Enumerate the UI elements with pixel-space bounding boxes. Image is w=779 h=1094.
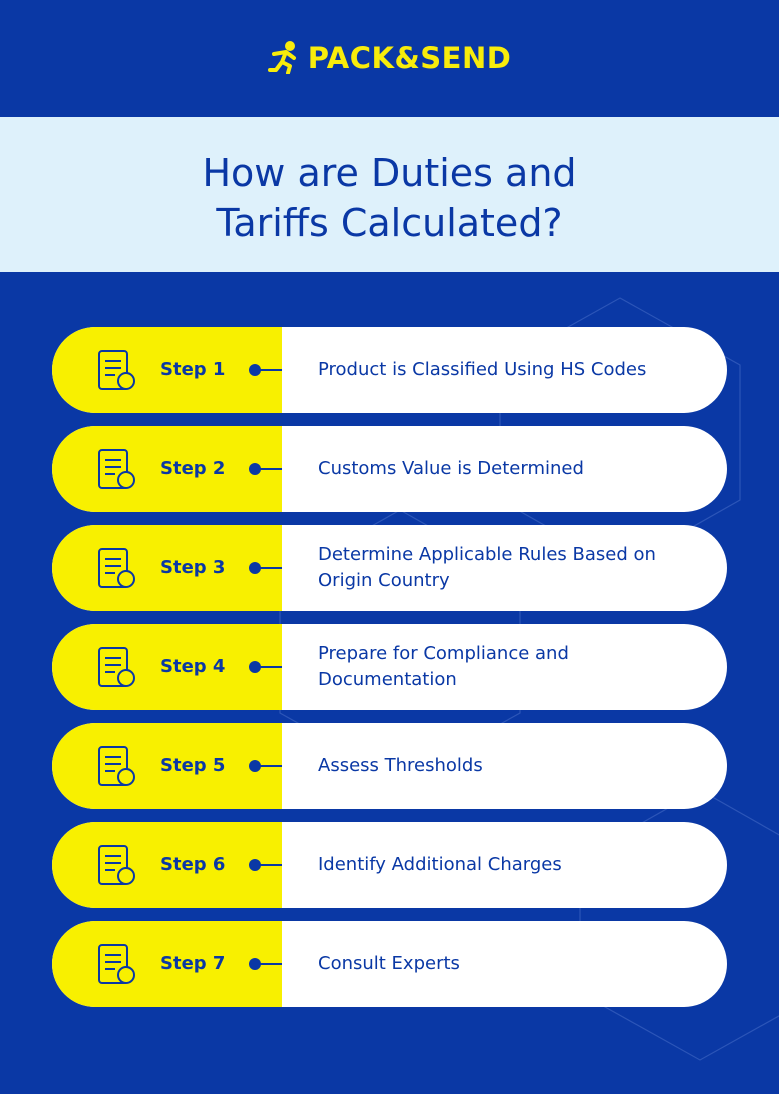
title-band [0, 117, 779, 272]
step-card: Step 1 Product is Classified Using HS Cod… [52, 327, 727, 413]
step-icon [98, 845, 135, 885]
step-label-panel [52, 426, 282, 512]
step-label: Step 7 [160, 953, 226, 974]
step-label: Step 5 [160, 755, 226, 776]
step-icon [98, 944, 135, 984]
connector-line [257, 963, 282, 965]
connector-line [257, 765, 282, 767]
connector-dot [249, 859, 261, 871]
step-icon [98, 647, 135, 687]
step-label-panel [52, 921, 282, 1007]
step-card: Step 3 Determine Applicable Rules Based o… [52, 525, 727, 611]
step-card: Step 5 Assess Thresholds [52, 723, 727, 809]
step-icon [98, 548, 135, 588]
step-icon [98, 350, 135, 390]
step-label: Step 6 [160, 854, 226, 875]
connector-line [257, 666, 282, 668]
step-label: Step 4 [160, 656, 226, 677]
connector-dot [249, 661, 261, 673]
step-text: Assess Thresholds [318, 755, 483, 776]
connector-dot [249, 364, 261, 376]
step-label-panel [52, 525, 282, 611]
step-card: Step 7 Consult Experts [52, 921, 727, 1007]
step-text: Customs Value is Determined [318, 458, 584, 479]
connector-dot [249, 562, 261, 574]
logo-text: PACK&SEND [307, 41, 512, 75]
step-label-panel [52, 327, 282, 413]
step-label: Step 1 [160, 359, 226, 380]
connector-line [257, 468, 282, 470]
step-card: Step 6 Identify Additional Charges [52, 822, 727, 908]
step-label: Step 2 [160, 458, 226, 479]
connector-line [257, 369, 282, 371]
step-text: Identify Additional Charges [318, 854, 562, 875]
step-icon [98, 746, 135, 786]
step-icon [98, 449, 135, 489]
connector-line [257, 864, 282, 866]
connector-line [257, 567, 282, 569]
step-label-panel [52, 624, 282, 710]
step-text: Prepare for Compliance and Documentation [318, 643, 569, 690]
step-text: Product is Classified Using HS Codes [318, 359, 647, 380]
connector-dot [249, 760, 261, 772]
step-card: Step 2 Customs Value is Determined [52, 426, 727, 512]
step-text: Determine Applicable Rules Based on Orig… [318, 544, 656, 591]
step-card: Step 4 Prepare for Compliance and Documen… [52, 624, 727, 710]
title: How are Duties and Tariffs Calculated? [202, 151, 577, 245]
logo-icon [267, 41, 296, 75]
step-label-panel [52, 822, 282, 908]
connector-dot [249, 958, 261, 970]
connector-dot [249, 463, 261, 475]
step-label: Step 3 [160, 557, 226, 578]
step-label-panel [52, 723, 282, 809]
step-text: Consult Experts [318, 953, 460, 974]
logo: PACK&SEND [0, 40, 779, 75]
